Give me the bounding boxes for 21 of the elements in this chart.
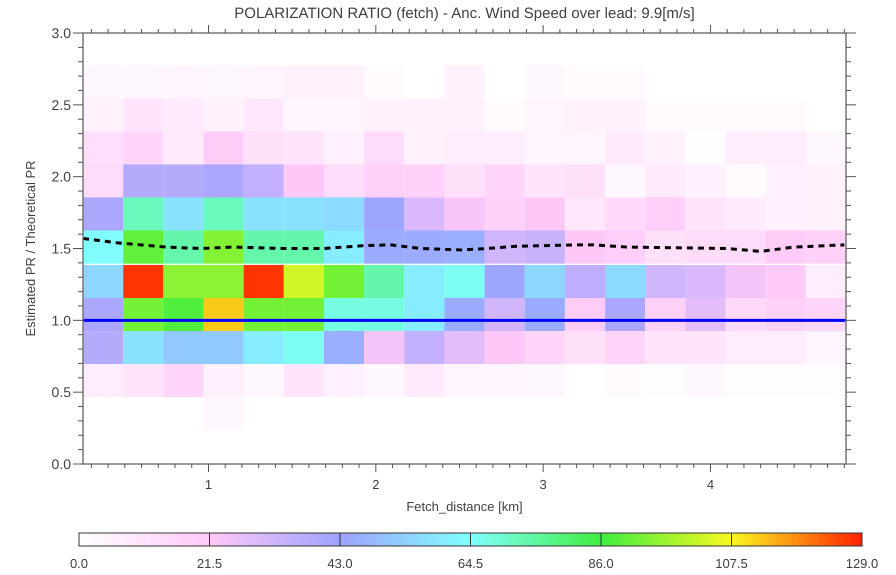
x-tick-label: 3 xyxy=(540,477,547,492)
y-tick-label: 2.0 xyxy=(52,168,72,185)
y-tick-label: 0.0 xyxy=(52,456,72,472)
color-bar-label: 64.5 xyxy=(458,556,484,571)
color-bar-label: 21.5 xyxy=(196,556,222,571)
color-bar-label: 86.0 xyxy=(588,556,614,571)
y-tick-label: 1.0 xyxy=(52,312,72,328)
y-tick-label: 0.5 xyxy=(52,384,72,400)
y-axis-title: Estimated PR / Theoretical PR xyxy=(23,160,38,337)
y-tick-label: 3.0 xyxy=(52,25,72,41)
x-tick-label: 4 xyxy=(706,477,714,492)
color-bar-label: 107.5 xyxy=(715,556,748,571)
x-axis-title: Fetch_distance [km] xyxy=(406,499,523,514)
x-tick-label: 2 xyxy=(372,477,380,492)
color-bar-label: 0.0 xyxy=(70,556,88,571)
chart-title: POLARIZATION RATIO (fetch) - Anc. Wind Speed over lead: 9.9[m/s] xyxy=(234,5,695,22)
y-tick-label: 1.5 xyxy=(52,240,72,256)
color-bar-label: 43.0 xyxy=(327,556,353,571)
color-bar-label: 129.0 xyxy=(846,556,878,571)
x-tick-label: 1 xyxy=(204,477,212,492)
y-tick-label: 2.5 xyxy=(52,96,72,113)
